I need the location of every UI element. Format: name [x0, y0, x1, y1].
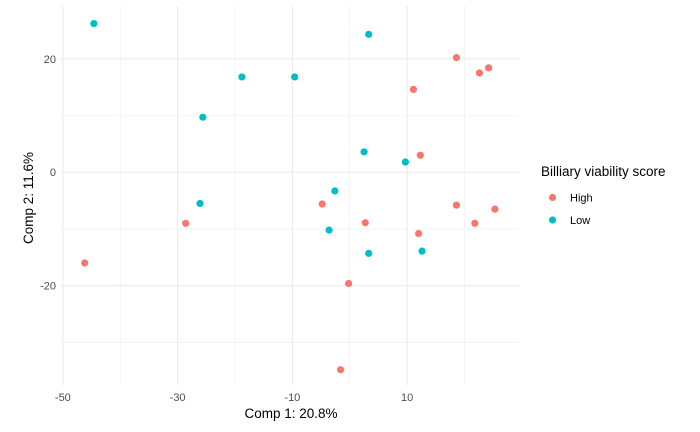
data-point-high	[182, 219, 190, 227]
x-tick-label: -30	[170, 392, 186, 404]
legend-label-low: Low	[570, 215, 590, 227]
x-tick-label: -10	[284, 392, 300, 404]
y-tick-label: -20	[40, 281, 56, 293]
data-points	[81, 19, 499, 374]
data-point-high	[81, 259, 89, 267]
data-point-high	[416, 151, 424, 159]
data-point-low	[401, 158, 409, 166]
data-point-low	[325, 226, 333, 234]
x-axis-tick-labels: -50 -30 -10 10	[55, 392, 413, 404]
data-point-high	[484, 64, 493, 72]
data-point-low	[90, 19, 98, 28]
data-point-low	[418, 247, 426, 255]
legend-key-low	[548, 216, 557, 224]
minor-gridlines	[60, 6, 519, 385]
legend: Billiary viability score High Low	[541, 164, 666, 227]
data-point-low	[331, 187, 339, 195]
data-point-low	[365, 249, 373, 257]
x-axis-title: Comp 1: 20.8%	[244, 406, 337, 421]
y-tick-label: 0	[50, 167, 56, 179]
y-axis-title: Comp 2: 11.6%	[21, 152, 36, 244]
data-point-high	[452, 201, 461, 209]
data-point-low	[360, 148, 368, 156]
data-point-high	[361, 219, 369, 227]
data-point-low	[196, 199, 204, 208]
data-point-high	[471, 219, 479, 227]
y-tick-label: 20	[44, 54, 56, 66]
y-axis-tick-labels: -20 0 20	[40, 54, 56, 293]
data-point-high	[414, 229, 423, 238]
legend-key-high	[548, 193, 557, 202]
data-point-high	[475, 69, 484, 77]
data-point-high	[491, 205, 499, 213]
legend-label-high: High	[570, 193, 593, 205]
data-point-low	[199, 113, 207, 121]
data-point-high	[452, 54, 461, 62]
data-point-high	[344, 279, 353, 288]
major-gridlines	[60, 6, 519, 385]
data-point-low	[291, 73, 299, 81]
x-tick-label: 10	[401, 392, 413, 404]
x-tick-label: -50	[55, 392, 71, 404]
data-point-high	[318, 200, 326, 208]
data-point-high	[409, 85, 418, 94]
legend-title: Billiary viability score	[541, 164, 666, 179]
data-point-low	[238, 73, 246, 81]
data-point-low	[365, 30, 373, 38]
data-point-high	[336, 366, 345, 374]
